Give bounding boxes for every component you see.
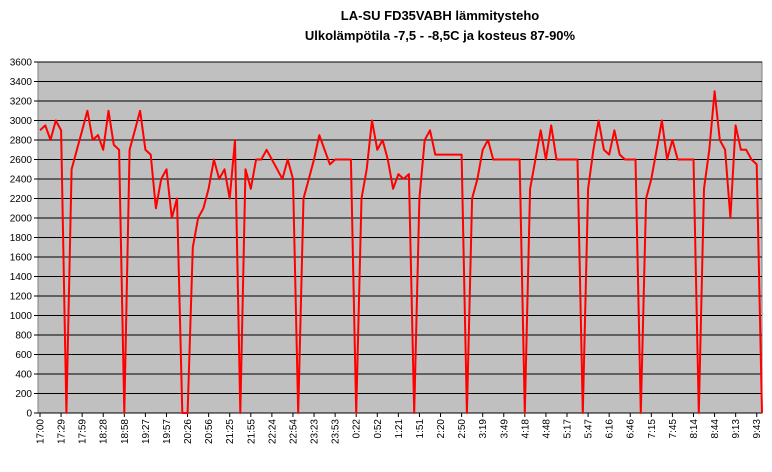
y-tick-label: 1800 (10, 233, 33, 244)
x-tick-label: 8:14 (689, 419, 700, 439)
x-tick-label: 0:22 (352, 419, 363, 439)
x-tick-label: 6:46 (626, 419, 637, 439)
x-tick-label: 7:45 (668, 419, 679, 439)
y-tick-label: 2400 (10, 175, 33, 186)
x-tick-label: 1:51 (415, 419, 426, 439)
x-tick-label: 17:00 (36, 419, 47, 444)
x-tick-label: 5:17 (563, 419, 574, 439)
chart-title: LA-SU FD35VABH lämmitysteho (341, 8, 539, 23)
y-tick-label: 600 (15, 350, 32, 361)
y-tick-label: 2000 (10, 214, 33, 225)
y-tick-label: 3400 (10, 77, 33, 88)
x-tick-label: 2:20 (436, 419, 447, 439)
x-tick-label: 2:50 (457, 419, 468, 439)
y-tick-label: 2200 (10, 194, 33, 205)
x-tick-label: 23:53 (331, 419, 342, 444)
x-tick-label: 19:27 (141, 419, 152, 444)
x-tick-label: 18:28 (99, 419, 110, 444)
x-tick-label: 7:15 (647, 419, 658, 439)
x-tick-label: 0:52 (373, 419, 384, 439)
x-tick-label: 3:49 (499, 419, 510, 439)
x-tick-label: 8:44 (710, 419, 721, 439)
y-tick-label: 2600 (10, 155, 33, 166)
y-tick-label: 1200 (10, 292, 33, 303)
x-tick-label: 23:23 (310, 419, 321, 444)
series-line (39, 90, 763, 414)
x-tick-label: 1:21 (394, 419, 405, 439)
x-tick-label: 17:59 (78, 419, 89, 444)
chart-subtitle: Ulkolämpötila -7,5 - -8,5C ja kosteus 87… (305, 28, 576, 43)
x-tick-label: 20:26 (183, 419, 194, 444)
x-tick-label: 18:58 (120, 419, 131, 444)
x-tick-label: 6:16 (605, 419, 616, 439)
x-tick-label: 22:24 (267, 419, 278, 444)
y-tick-label: 1000 (10, 311, 33, 322)
x-tick-label: 9:43 (752, 419, 763, 439)
y-tick-label: 3000 (10, 116, 33, 127)
y-tick-label: 1600 (10, 253, 33, 264)
x-tick-label: 21:55 (246, 419, 257, 444)
x-tick-label: 9:13 (731, 419, 742, 439)
y-tick-label: 400 (15, 370, 32, 381)
y-tick-label: 2800 (10, 136, 33, 147)
y-tick-label: 1400 (10, 272, 33, 283)
x-tick-label: 21:25 (225, 419, 236, 444)
y-tick-label: 0 (26, 409, 32, 420)
y-tick-label: 3200 (10, 97, 33, 108)
x-tick-label: 3:19 (478, 419, 489, 439)
x-tick-label: 4:48 (541, 419, 552, 439)
x-tick-label: 4:18 (520, 419, 531, 439)
x-tick-label: 17:29 (57, 419, 68, 444)
x-tick-label: 19:57 (162, 419, 173, 444)
y-tick-label: 200 (15, 389, 32, 400)
x-tick-label: 22:54 (288, 419, 299, 444)
y-tick-label: 800 (15, 331, 32, 342)
x-tick-label: 20:56 (204, 419, 215, 444)
x-tick-label: 5:47 (584, 419, 595, 439)
y-tick-label: 3600 (10, 58, 33, 69)
